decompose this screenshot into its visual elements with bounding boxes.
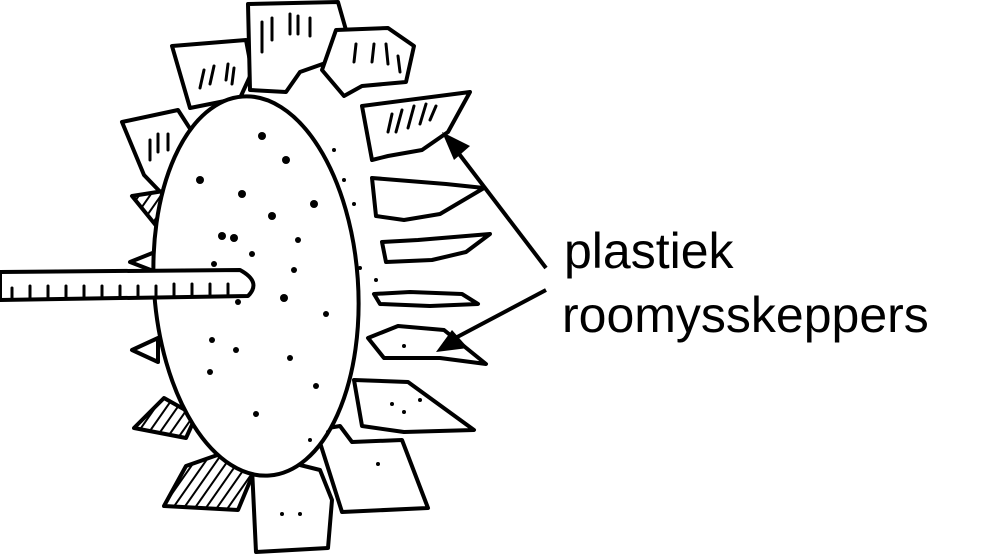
right-spoons	[250, 176, 492, 554]
label-line-2: roomysskeppers	[562, 287, 929, 343]
spoon-top-right	[320, 26, 416, 98]
spoon-right-3	[372, 290, 480, 308]
pointer-arrowheads	[436, 132, 470, 352]
ball-speckles	[196, 132, 422, 516]
label-line-1: plastiek	[564, 223, 735, 279]
pointer-lines	[443, 140, 548, 346]
spoon-right-5	[352, 378, 476, 434]
spoon-texture	[148, 12, 438, 162]
spoon-bottom-right	[314, 424, 430, 514]
spoon-back-wedge-3	[130, 336, 160, 364]
arrowhead-lower	[436, 330, 468, 352]
spoon-right-2	[380, 232, 492, 264]
spoon-right-1	[370, 176, 486, 222]
stick-handle	[0, 268, 256, 302]
pointer-line-upper	[448, 140, 548, 270]
spoon-right-4	[366, 324, 488, 366]
spoon-upper-right	[360, 90, 472, 162]
pointer-line-lower	[443, 288, 547, 346]
arrowhead-upper	[442, 132, 470, 160]
